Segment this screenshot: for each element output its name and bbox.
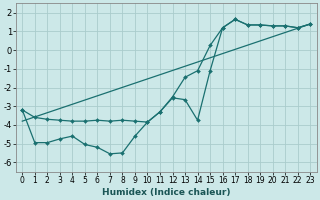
X-axis label: Humidex (Indice chaleur): Humidex (Indice chaleur) bbox=[102, 188, 230, 197]
